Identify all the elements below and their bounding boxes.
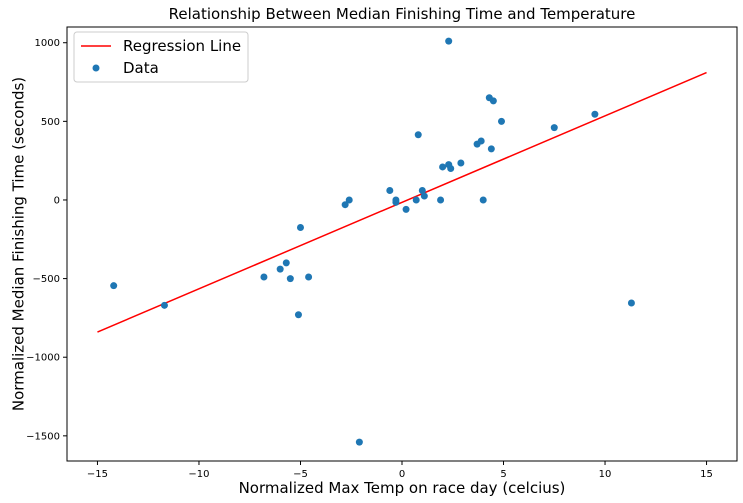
data-point xyxy=(345,196,353,204)
y-tick-label: 0 xyxy=(54,195,60,206)
y-tick-label: −500 xyxy=(33,274,60,285)
x-tick-label: −15 xyxy=(87,469,108,480)
legend-box xyxy=(73,31,249,83)
x-tick-label: 15 xyxy=(700,469,713,480)
legend-label-regression-line: Regression Line xyxy=(123,37,241,55)
data-point xyxy=(447,165,455,173)
y-tick-label: −1500 xyxy=(26,431,60,442)
y-axis: −1500 −1000 −500 0 500 1000 xyxy=(26,38,67,442)
data-point xyxy=(420,192,428,200)
data-point xyxy=(477,137,485,145)
data-point xyxy=(497,117,505,125)
data-point xyxy=(305,273,313,281)
data-point xyxy=(341,201,349,209)
data-point xyxy=(260,273,268,281)
y-tick-label: 1000 xyxy=(35,38,60,49)
plot-marks xyxy=(97,37,707,446)
data-point xyxy=(457,159,465,167)
data-point xyxy=(294,311,302,319)
x-tick-label: −10 xyxy=(188,469,209,480)
data-point xyxy=(445,37,453,45)
y-tick-label: −1000 xyxy=(26,353,60,364)
y-axis-title: Normalized Median Finishing Time (second… xyxy=(10,77,28,411)
data-point xyxy=(412,196,420,204)
data-point xyxy=(160,301,168,309)
data-point xyxy=(487,145,495,153)
regression-line xyxy=(97,71,707,333)
x-tick-label: −5 xyxy=(293,469,308,480)
data-point xyxy=(392,196,400,204)
x-tick-label: 5 xyxy=(500,469,506,480)
x-axis-title: Normalized Max Temp on race day (celcius… xyxy=(239,479,566,497)
data-point xyxy=(591,110,599,118)
data-point xyxy=(110,282,118,290)
data-point xyxy=(414,131,422,139)
data-point xyxy=(386,187,394,195)
data-point xyxy=(276,265,284,273)
data-point xyxy=(296,223,304,231)
data-point xyxy=(439,163,447,171)
data-point xyxy=(437,196,445,204)
legend: Regression Line Data xyxy=(73,31,249,83)
data-point xyxy=(479,196,487,204)
data-point xyxy=(418,187,426,195)
x-tick-label: 10 xyxy=(599,469,612,480)
data-point xyxy=(550,124,558,132)
data-point xyxy=(402,205,410,213)
legend-label-data: Data xyxy=(123,59,159,77)
data-point xyxy=(489,97,497,105)
x-axis: −15 −10 −5 0 5 10 15 xyxy=(87,461,713,480)
y-tick-label: 500 xyxy=(41,117,60,128)
data-point xyxy=(355,438,363,446)
plot-frame xyxy=(66,26,738,462)
x-tick-label: 0 xyxy=(399,469,405,480)
data-point xyxy=(286,275,294,283)
data-point xyxy=(282,259,290,267)
data-point xyxy=(627,299,635,307)
chart-title: Relationship Between Median Finishing Ti… xyxy=(169,5,636,23)
legend-swatch-data xyxy=(92,64,100,72)
